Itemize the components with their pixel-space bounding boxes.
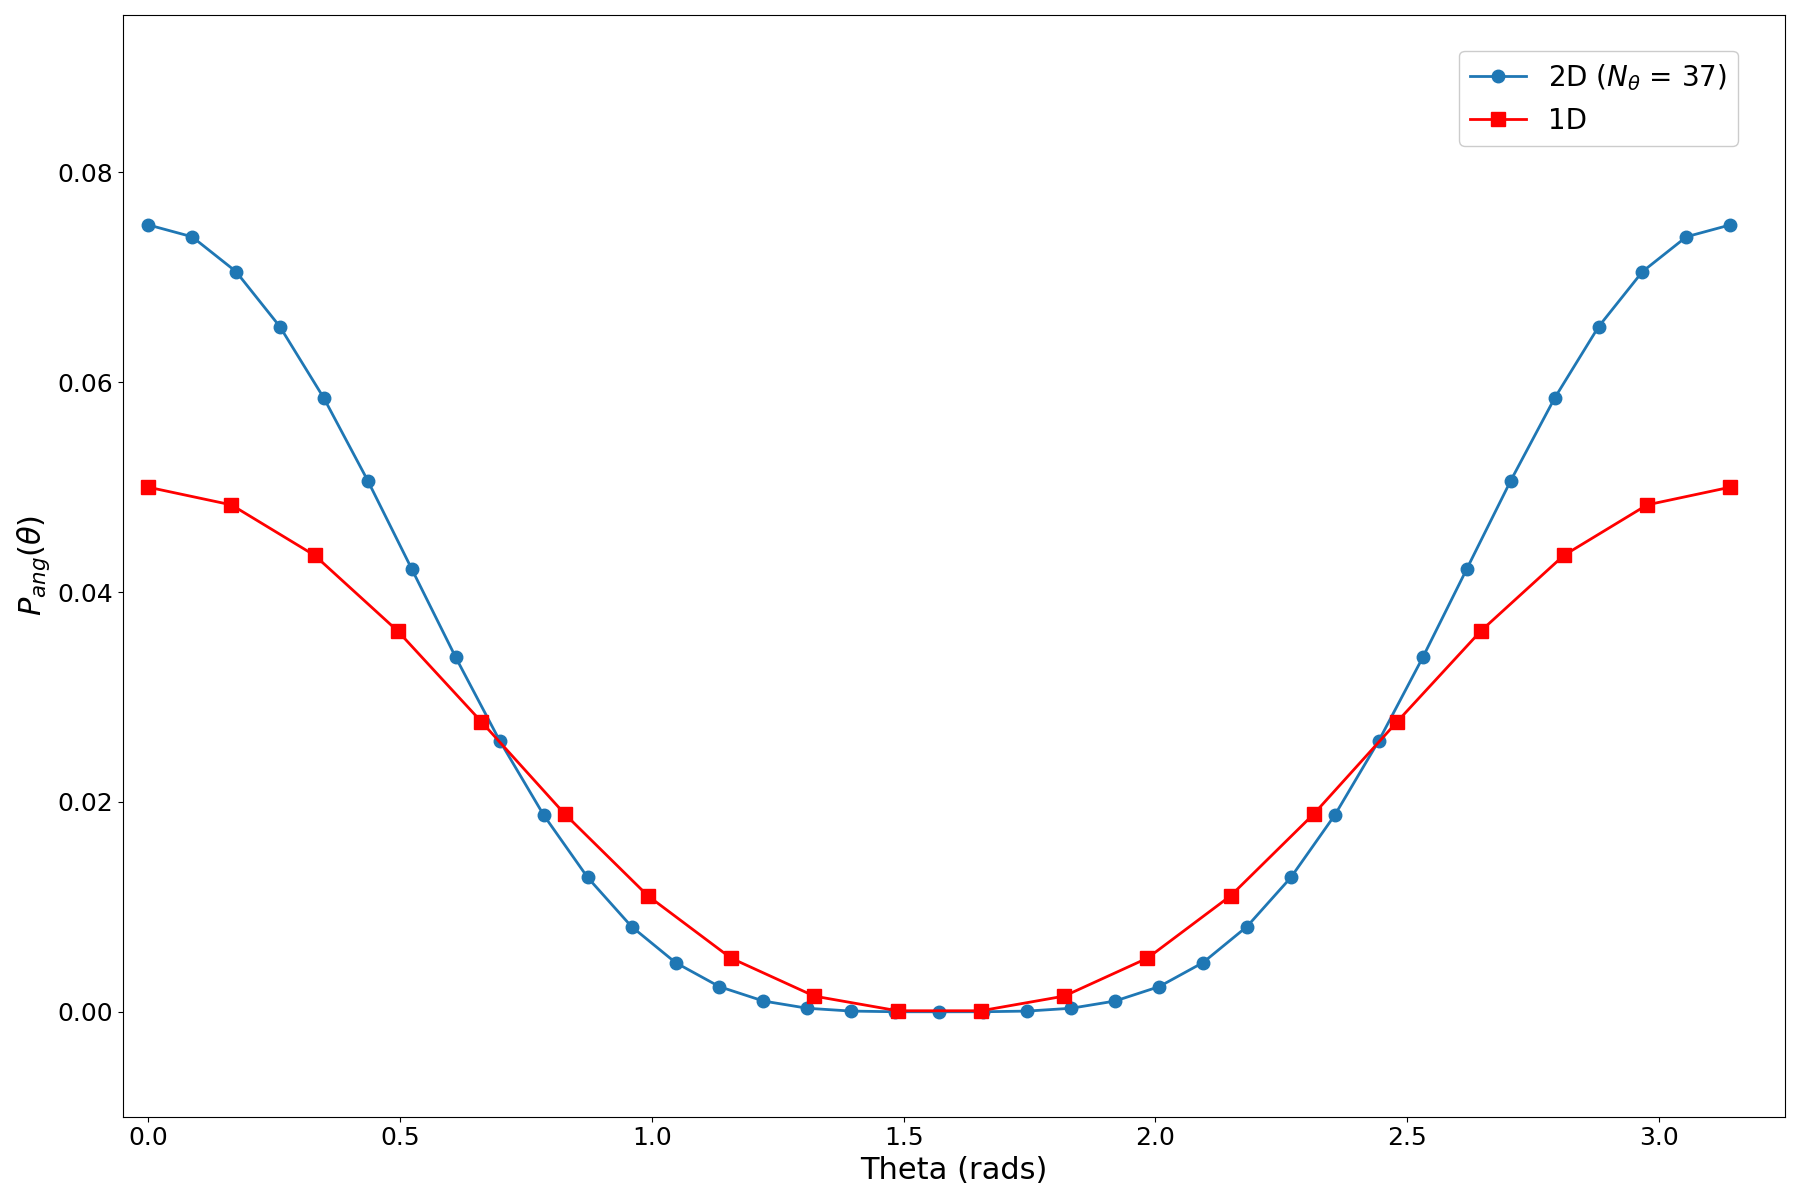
Line: 2D ($N_{\theta}$ = 37): 2D ($N_{\theta}$ = 37) bbox=[142, 218, 1737, 1018]
2D ($N_{\theta}$ = 37) bbox=[225, 264, 247, 278]
1D bbox=[1471, 624, 1492, 638]
2D ($N_{\theta}$ = 37) bbox=[709, 979, 731, 994]
2D ($N_{\theta}$ = 37) bbox=[1499, 474, 1521, 488]
1D bbox=[887, 1003, 909, 1018]
1D bbox=[1220, 888, 1242, 902]
2D ($N_{\theta}$ = 37) bbox=[884, 1004, 905, 1019]
2D ($N_{\theta}$ = 37) bbox=[1148, 979, 1170, 994]
1D bbox=[304, 548, 326, 563]
X-axis label: Theta (rads): Theta (rads) bbox=[860, 1156, 1048, 1186]
1D bbox=[1053, 989, 1075, 1003]
2D ($N_{\theta}$ = 37) bbox=[929, 1004, 950, 1019]
2D ($N_{\theta}$ = 37) bbox=[401, 562, 423, 576]
1D bbox=[470, 714, 491, 728]
2D ($N_{\theta}$ = 37) bbox=[1631, 264, 1652, 278]
2D ($N_{\theta}$ = 37) bbox=[270, 319, 292, 334]
1D bbox=[387, 624, 409, 638]
1D bbox=[1136, 950, 1157, 965]
2D ($N_{\theta}$ = 37) bbox=[182, 229, 203, 244]
1D bbox=[221, 498, 243, 512]
2D ($N_{\theta}$ = 37) bbox=[1017, 1004, 1039, 1019]
2D ($N_{\theta}$ = 37) bbox=[1588, 319, 1609, 334]
2D ($N_{\theta}$ = 37) bbox=[1411, 650, 1433, 665]
2D ($N_{\theta}$ = 37) bbox=[1237, 919, 1258, 934]
2D ($N_{\theta}$ = 37) bbox=[621, 919, 643, 934]
2D ($N_{\theta}$ = 37) bbox=[1368, 733, 1390, 748]
1D bbox=[1303, 806, 1325, 821]
2D ($N_{\theta}$ = 37) bbox=[313, 391, 335, 406]
Line: 1D: 1D bbox=[140, 480, 1737, 1018]
2D ($N_{\theta}$ = 37) bbox=[576, 870, 598, 884]
1D bbox=[1553, 548, 1575, 563]
1D bbox=[1386, 714, 1408, 728]
1D bbox=[137, 480, 158, 494]
1D bbox=[720, 950, 742, 965]
2D ($N_{\theta}$ = 37) bbox=[797, 1001, 819, 1015]
2D ($N_{\theta}$ = 37) bbox=[445, 650, 466, 665]
2D ($N_{\theta}$ = 37) bbox=[1103, 994, 1125, 1008]
1D bbox=[637, 888, 659, 902]
2D ($N_{\theta}$ = 37) bbox=[1280, 870, 1301, 884]
2D ($N_{\theta}$ = 37) bbox=[972, 1004, 994, 1019]
2D ($N_{\theta}$ = 37) bbox=[356, 474, 378, 488]
1D bbox=[803, 989, 824, 1003]
1D bbox=[970, 1003, 992, 1018]
2D ($N_{\theta}$ = 37) bbox=[1676, 229, 1697, 244]
2D ($N_{\theta}$ = 37) bbox=[1325, 808, 1346, 822]
2D ($N_{\theta}$ = 37) bbox=[533, 808, 554, 822]
2D ($N_{\theta}$ = 37) bbox=[490, 733, 511, 748]
2D ($N_{\theta}$ = 37) bbox=[752, 994, 774, 1008]
Legend: 2D ($N_{\theta}$ = 37), 1D: 2D ($N_{\theta}$ = 37), 1D bbox=[1460, 50, 1737, 146]
1D bbox=[1719, 480, 1741, 494]
2D ($N_{\theta}$ = 37) bbox=[1060, 1001, 1082, 1015]
Y-axis label: $P_{ang}(\theta)$: $P_{ang}(\theta)$ bbox=[14, 515, 52, 617]
2D ($N_{\theta}$ = 37) bbox=[664, 955, 686, 970]
2D ($N_{\theta}$ = 37) bbox=[1192, 955, 1213, 970]
2D ($N_{\theta}$ = 37) bbox=[1719, 217, 1741, 232]
1D bbox=[1636, 498, 1658, 512]
1D bbox=[554, 806, 576, 821]
2D ($N_{\theta}$ = 37) bbox=[137, 217, 158, 232]
2D ($N_{\theta}$ = 37) bbox=[841, 1004, 862, 1019]
2D ($N_{\theta}$ = 37) bbox=[1544, 391, 1566, 406]
2D ($N_{\theta}$ = 37) bbox=[1456, 562, 1478, 576]
